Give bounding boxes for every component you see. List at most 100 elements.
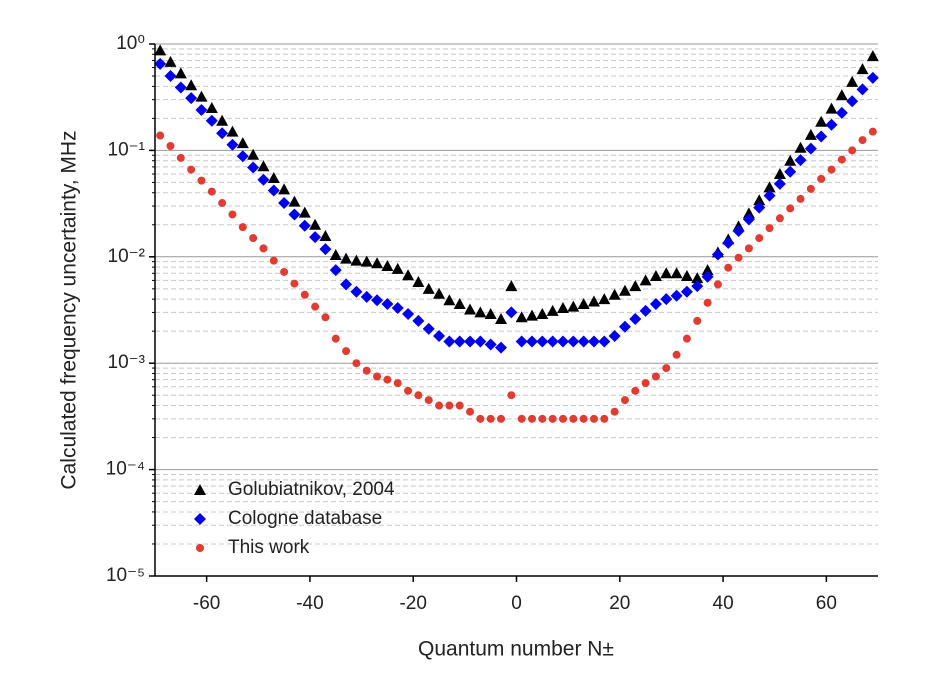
triangle-marker — [319, 229, 332, 241]
circle-marker — [538, 414, 547, 423]
circle-marker — [362, 366, 371, 375]
triangle-marker — [495, 313, 508, 325]
triangle-marker — [608, 288, 621, 300]
diamond-marker — [402, 308, 415, 321]
diamond-marker — [257, 173, 270, 186]
triangle-marker — [618, 284, 631, 296]
diamond-marker — [194, 513, 206, 525]
circle-marker — [610, 407, 619, 416]
diamond-marker — [154, 57, 167, 70]
y-tick-label: 10⁻⁴ — [106, 459, 145, 480]
triangle-marker — [329, 248, 342, 260]
circle-marker — [280, 267, 289, 276]
circle-marker — [331, 334, 340, 343]
triangle-marker — [660, 267, 673, 279]
circle-marker — [868, 127, 877, 136]
y-tick-label: 10⁻³ — [108, 352, 146, 373]
circle-marker — [693, 316, 702, 325]
circle-marker — [765, 224, 774, 233]
triangle-marker — [670, 267, 683, 279]
triangle-marker — [443, 294, 456, 306]
diamond-marker — [515, 335, 528, 348]
circle-marker — [837, 155, 846, 164]
triangle-marker — [763, 181, 776, 193]
triangle-marker — [371, 257, 384, 269]
circle-marker — [476, 414, 485, 423]
x-tick-label: -60 — [193, 593, 220, 614]
y-tick-label: 10⁰ — [116, 33, 145, 54]
circle-marker — [848, 146, 857, 155]
y-axis-title: Calculated frequency uncertainty, MHz — [58, 130, 81, 489]
triangle-marker — [278, 183, 291, 195]
diamond-marker — [763, 189, 776, 202]
triangle-marker — [360, 255, 373, 267]
diamond-marker — [381, 298, 394, 311]
circle-marker — [424, 396, 433, 405]
diamond-marker — [722, 236, 735, 249]
diamond-marker — [784, 165, 797, 178]
circle-marker — [858, 136, 867, 145]
diamond-marker — [495, 341, 508, 354]
triangle-marker — [298, 206, 311, 218]
diamond-marker — [350, 285, 363, 298]
diamond-marker — [804, 142, 817, 155]
diamond-marker — [464, 335, 477, 348]
triangle-marker — [226, 125, 239, 137]
circle-marker — [321, 313, 330, 322]
diamond-marker — [711, 248, 724, 261]
circle-marker — [569, 414, 578, 423]
circle-marker — [207, 187, 216, 196]
circle-marker — [682, 334, 691, 343]
diamond-marker — [412, 314, 425, 327]
triangle-marker — [546, 304, 559, 316]
circle-marker — [713, 280, 722, 289]
diamond-marker — [236, 150, 249, 163]
diamond-marker — [835, 106, 848, 119]
diamond-marker — [629, 313, 642, 326]
diamond-marker — [525, 335, 538, 348]
diamond-marker — [649, 298, 662, 311]
diamond-marker — [660, 293, 673, 306]
circle-marker — [259, 244, 268, 253]
circle-marker — [672, 350, 681, 359]
circle-marker — [548, 414, 557, 423]
diamond-marker — [587, 335, 600, 348]
diamond-marker — [443, 335, 456, 348]
diamond-marker — [536, 335, 549, 348]
diamond-marker — [433, 330, 446, 343]
triangle-marker — [216, 114, 229, 126]
diamond-marker — [298, 219, 311, 232]
triangle-marker — [164, 55, 177, 67]
triangle-marker — [556, 302, 569, 314]
circle-marker — [827, 165, 836, 174]
diamond-marker — [608, 330, 621, 343]
triangle-marker — [587, 295, 600, 307]
diamond-marker — [691, 280, 704, 293]
triangle-marker — [257, 160, 270, 172]
triangle-marker — [174, 67, 187, 79]
data-marks — [154, 44, 879, 423]
triangle-marker — [484, 308, 497, 320]
legend-label: This work — [228, 537, 310, 558]
circle-marker — [641, 379, 650, 388]
diamond-marker — [422, 322, 435, 335]
triangle-marker — [846, 75, 859, 87]
circle-marker — [166, 141, 175, 150]
circle-marker — [775, 214, 784, 223]
triangle-marker — [701, 264, 714, 276]
circle-marker — [249, 234, 258, 243]
x-tick-label: -40 — [296, 593, 323, 614]
triangle-marker — [536, 308, 549, 320]
diamond-marker — [701, 270, 714, 283]
diamond-marker — [567, 335, 580, 348]
circle-marker — [579, 414, 588, 423]
diamond-marker — [856, 83, 869, 96]
x-tick-label: 0 — [511, 593, 522, 614]
circle-marker — [176, 153, 185, 162]
diamond-marker — [670, 289, 683, 302]
circle-marker — [486, 414, 495, 423]
triangle-marker — [247, 148, 260, 160]
triangle-marker — [267, 172, 280, 184]
x-tick-label: 40 — [713, 593, 734, 614]
triangle-marker — [742, 207, 755, 219]
